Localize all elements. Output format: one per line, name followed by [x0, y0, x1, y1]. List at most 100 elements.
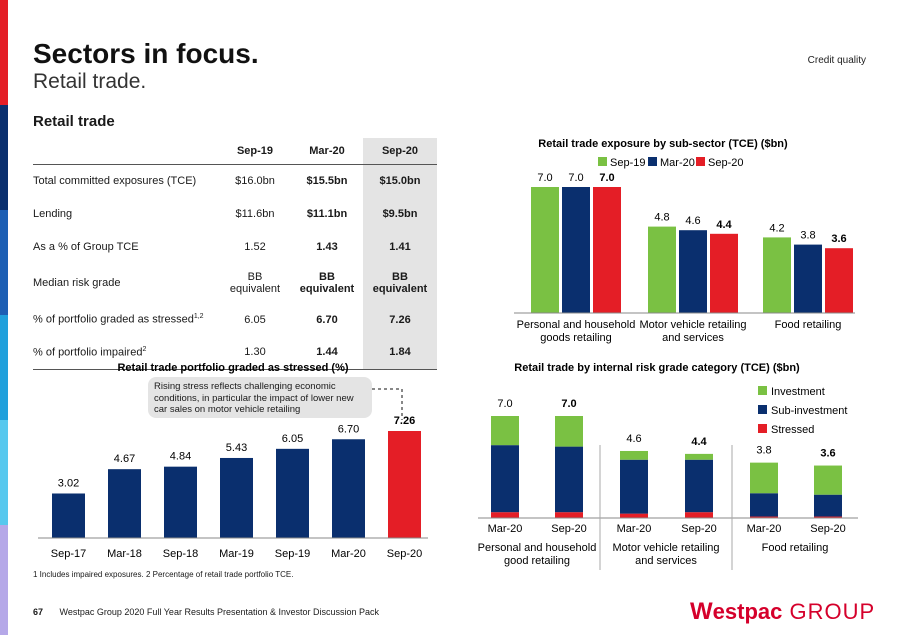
group-label: good retailing [504, 555, 570, 567]
logo-group: GROUP [782, 599, 876, 624]
section-tag: Credit quality [807, 55, 866, 66]
grade-value: BB [319, 271, 335, 283]
section-title: Retail trade [33, 113, 115, 130]
bar [825, 248, 853, 313]
column-header: Sep-19 [219, 138, 291, 165]
footnote-marker: 2 [142, 345, 147, 353]
tick-label: Mar-18 [107, 548, 142, 560]
row-label-text: % of portfolio graded as stressed [33, 313, 194, 326]
bar [220, 457, 253, 538]
bar [276, 448, 309, 538]
grade-value: BB [392, 271, 408, 283]
chart-title: Retail trade exposure by sub-sector (TCE… [538, 138, 788, 150]
data-label: 7.0 [497, 398, 512, 410]
bar [164, 466, 197, 538]
row-label: Lending [33, 207, 73, 220]
page-subtitle: Retail trade. [33, 70, 147, 93]
grade-suffix: equivalent [229, 283, 281, 295]
bar [648, 226, 676, 313]
bar-segment [685, 453, 713, 460]
westpac-logo: Westpac GROUP [690, 598, 875, 626]
legend-swatch [758, 386, 767, 395]
legend-label: Sub-investment [771, 405, 847, 417]
legend-swatch [758, 405, 767, 414]
bar-segment [491, 512, 519, 518]
bar-segment [750, 493, 778, 517]
bar-segment [555, 416, 583, 447]
bar [52, 493, 85, 538]
bar [710, 233, 738, 313]
data-label: 4.6 [685, 215, 700, 227]
table-header-corner [33, 138, 219, 165]
risk-table: Sep-19 Mar-20 Sep-20 Total committed exp… [33, 138, 437, 370]
footer: 67 Westpac Group 2020 Full Year Results … [33, 607, 379, 617]
data-label: 4.67 [114, 453, 135, 465]
data-label: 7.0 [568, 172, 583, 184]
legend-label: Mar-20 [660, 157, 695, 169]
bar [593, 187, 621, 313]
data-label: 3.8 [756, 445, 771, 457]
data-label: 3.6 [831, 233, 846, 245]
table-cell: 6.70 [316, 313, 338, 326]
legend-label: Sep-19 [610, 157, 645, 169]
tick-label: Personal and household [517, 319, 636, 331]
bar-segment [555, 446, 583, 513]
table-row: Total committed exposures (TCE) $16.0bn … [33, 164, 437, 197]
tick-label: Mar-19 [219, 548, 254, 560]
table-cell: 1.44 [291, 336, 363, 370]
row-label: Median risk grade [33, 277, 121, 289]
chart-title: Retail trade by internal risk grade cate… [514, 362, 800, 374]
data-label: 6.70 [338, 423, 359, 435]
data-label: 7.26 [394, 415, 415, 427]
table-cell: 1.52 [244, 240, 266, 253]
legend-swatch [598, 157, 607, 166]
page-title: Sectors in focus. [33, 38, 259, 69]
table-header-row: Sep-19 Mar-20 Sep-20 [33, 138, 437, 165]
table-cell: 1.43 [316, 240, 338, 253]
bar [388, 431, 421, 538]
table-cell: $15.0bn [363, 164, 437, 197]
data-label: 3.02 [58, 477, 79, 489]
table-cell: 7.26 [363, 303, 437, 336]
group-label: Food retailing [762, 542, 829, 554]
tick-label: Sep-18 [163, 548, 198, 560]
bar [794, 244, 822, 313]
side-color-strip [0, 0, 8, 635]
bar-segment [814, 516, 842, 518]
bar-segment [750, 516, 778, 518]
bar-segment [685, 459, 713, 513]
tick-label: Mar-20 [617, 523, 652, 535]
tick-label: Sep-17 [51, 548, 86, 560]
tick-label: Motor vehicle retailing [640, 319, 747, 331]
bar-segment [750, 462, 778, 494]
table-cell: BB equivalent [363, 263, 437, 303]
table-cell: BB equivalent [291, 263, 363, 303]
logo-brand: estpac [712, 599, 783, 624]
bar [562, 187, 590, 313]
tick-label: Sep-20 [551, 523, 586, 535]
table-row: % of portfolio impaired2 1.30 1.44 1.84 [33, 336, 437, 370]
bar-segment [620, 450, 648, 460]
grade-suffix: equivalent [372, 283, 428, 295]
bar [763, 237, 791, 313]
bar-segment [491, 445, 519, 513]
data-label: 5.43 [226, 442, 247, 454]
data-label: 6.05 [282, 433, 303, 445]
data-label: 7.0 [561, 398, 576, 410]
legend-label: Stressed [771, 424, 814, 436]
callout-note: Rising stress reflects challenging econo… [148, 377, 372, 418]
table-cell: $11.6bn [235, 207, 275, 220]
table-cell: $9.5bn [363, 197, 437, 230]
row-label: As a % of Group TCE [33, 240, 139, 253]
bar-segment [685, 512, 713, 518]
group-label: Personal and household [478, 542, 597, 554]
bar [531, 187, 559, 313]
data-label: 7.0 [599, 172, 614, 184]
callout-connector [372, 388, 403, 420]
table-cell: 1.84 [363, 336, 437, 370]
legend-swatch [758, 424, 767, 433]
chart-title: Retail trade portfolio graded as stresse… [117, 362, 348, 374]
data-label: 4.8 [654, 212, 669, 224]
footer-text: Westpac Group 2020 Full Year Results Pre… [59, 607, 380, 617]
tick-label: Sep-20 [387, 548, 422, 560]
